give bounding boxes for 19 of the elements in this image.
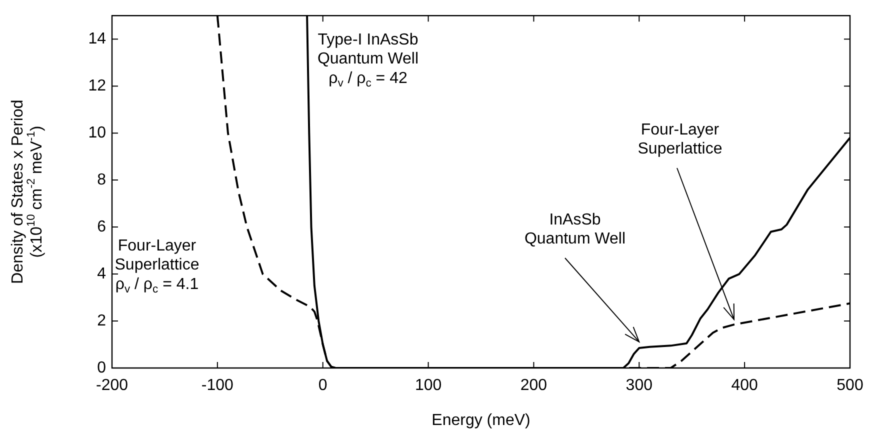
y-tick-label: 12 bbox=[88, 77, 106, 94]
annotation: InAsSb Quantum Well bbox=[524, 211, 626, 248]
x-tick-label: 0 bbox=[318, 377, 328, 394]
y-tick-label: 6 bbox=[97, 218, 106, 236]
x-tick-label: -100 bbox=[201, 377, 234, 394]
x-tick-label: 400 bbox=[731, 377, 758, 394]
x-tick-label: 200 bbox=[520, 377, 548, 394]
y-tick-label: 10 bbox=[88, 124, 106, 142]
x-axis-title: Energy (meV) bbox=[432, 412, 530, 429]
y-tick-label: 0 bbox=[97, 359, 106, 376]
x-tick-label: 500 bbox=[836, 377, 864, 394]
x-tick-label: -200 bbox=[96, 377, 128, 394]
y-tick-label: 14 bbox=[88, 30, 106, 48]
y-tick-label: 4 bbox=[97, 265, 106, 282]
y-tick-label: 8 bbox=[97, 171, 106, 188]
x-tick-label: 100 bbox=[414, 377, 442, 394]
x-tick-label: 300 bbox=[626, 377, 653, 394]
annotation: Four-Layer Superlattice bbox=[638, 121, 722, 158]
y-tick-label: 2 bbox=[97, 312, 106, 330]
